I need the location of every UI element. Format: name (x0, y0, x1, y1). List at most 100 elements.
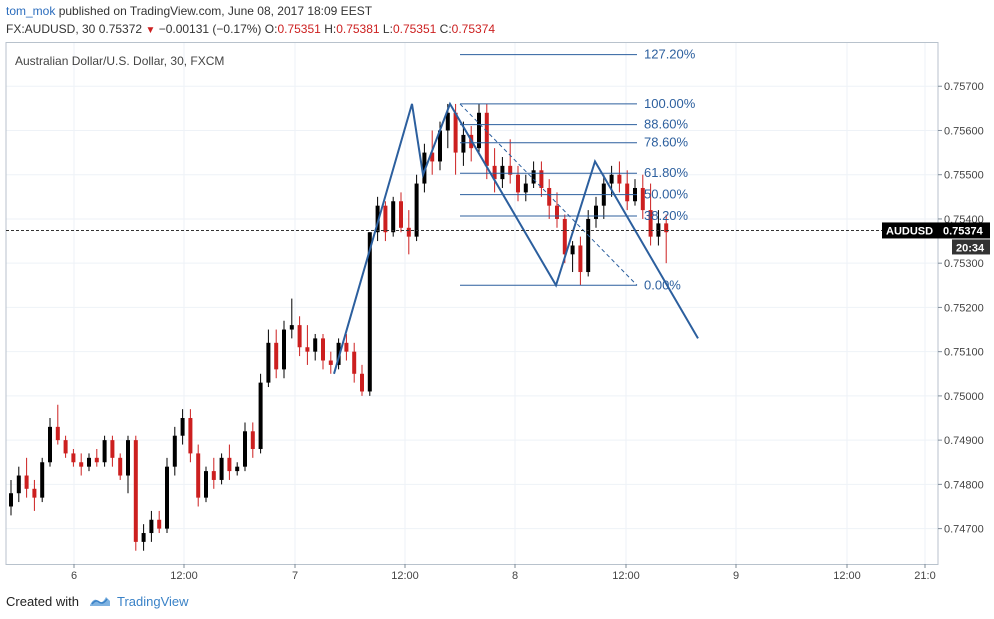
y-tick-label: 0.75300 (944, 258, 984, 270)
price-axis[interactable]: 0.757000.756000.755000.754000.753000.752… (938, 81, 984, 536)
candle-body (570, 245, 575, 255)
countdown-label: 20:34 (956, 242, 985, 254)
candle-body (313, 338, 318, 352)
candle-body (344, 342, 349, 352)
tradingview-link[interactable]: TradingView (117, 594, 189, 609)
candles (9, 103, 669, 551)
publish-line: tom_mok published on TradingView.com, Ju… (6, 4, 372, 18)
symbol-tag-label: AUDUSD (886, 225, 933, 237)
chart-header: tom_mok published on TradingView.com, Ju… (0, 0, 994, 42)
published-text: published on TradingView.com, June 08, 2… (58, 4, 373, 18)
x-tick-label: 9 (733, 570, 739, 582)
candle-body (438, 130, 442, 162)
candle-body (133, 440, 138, 542)
candle-body (477, 112, 481, 149)
fib-level-label: 100.00% (644, 96, 696, 111)
x-tick-label: 7 (292, 570, 298, 582)
candle-body (391, 201, 396, 233)
candle-body (24, 475, 29, 489)
price-chart[interactable]: Australian Dollar/U.S. Dollar, 30, FXCM … (0, 42, 994, 585)
candle-body (578, 245, 583, 273)
fib-level-label: 78.60% (644, 135, 689, 150)
change-text: −0.00131 (−0.17%) (158, 22, 262, 36)
candle-body (9, 493, 13, 507)
candle-body (149, 519, 154, 534)
candle-body (289, 325, 294, 330)
candle-body (258, 382, 263, 449)
candle-body (617, 174, 622, 184)
candle-body (547, 187, 552, 206)
candle-body (516, 174, 520, 193)
candle-body (16, 475, 21, 494)
candle-body (48, 426, 52, 463)
y-tick-label: 0.75600 (944, 125, 984, 137)
candle-body (640, 187, 645, 211)
candle-body (126, 440, 130, 476)
author-link[interactable]: tom_mok (6, 4, 56, 18)
candle-body (586, 218, 591, 273)
candle-body (235, 466, 240, 472)
candle-body (165, 466, 169, 529)
candle-body (219, 457, 224, 480)
chart-title: Australian Dollar/U.S. Dollar, 30, FXCM (15, 54, 224, 68)
x-tick-label: 21:0 (914, 570, 935, 582)
plot-frame (5, 42, 939, 565)
candle-body (594, 205, 598, 219)
x-tick-label: 12:00 (391, 570, 419, 582)
x-tick-label: 6 (71, 570, 77, 582)
candle-body (352, 351, 357, 374)
y-tick-label: 0.75200 (944, 302, 984, 314)
time-axis[interactable]: 6 12:00 7 12:00 8 12:00 9 12:00 21:0 (71, 564, 936, 582)
candle-body (243, 431, 247, 467)
x-tick-label: 12:00 (612, 570, 640, 582)
created-with-text: Created with (6, 594, 79, 609)
candle-body (282, 329, 286, 370)
fib-level-label: 61.80% (644, 165, 689, 180)
low-label: L: (382, 22, 393, 36)
y-tick-label: 0.74900 (944, 435, 984, 447)
candle-body (196, 453, 201, 498)
harmonic-pattern[interactable] (333, 101, 699, 375)
candle-body (180, 418, 185, 436)
fib-level-label: 0.00% (644, 277, 681, 292)
candle-body (321, 338, 325, 361)
fib-level-label: 38.20% (644, 208, 689, 223)
candle-body (422, 152, 427, 184)
y-tick-label: 0.74700 (944, 524, 984, 536)
price-tag-value: 0.75374 (943, 225, 984, 237)
candle-body (297, 325, 302, 348)
candle-body (609, 174, 614, 184)
candle-body (555, 205, 559, 219)
candle-body (79, 462, 84, 467)
grid (6, 42, 938, 564)
candle-body (32, 488, 37, 498)
candle-body (71, 453, 76, 463)
candle-body (492, 165, 497, 180)
y-tick-label: 0.75700 (944, 81, 984, 93)
open-label: O: (264, 22, 278, 36)
price-tag: AUDUSD 0.75374 20:34 (6, 222, 990, 255)
candle-body (102, 440, 107, 463)
candle-body (430, 152, 435, 162)
down-arrow-icon: ▼ (145, 25, 156, 36)
candle-body (445, 112, 450, 131)
tradingview-logo-icon[interactable] (88, 593, 112, 614)
candle-body (305, 347, 310, 352)
y-tick-label: 0.75000 (944, 391, 984, 403)
symbol-text: FX:AUDUSD, 30 (6, 22, 96, 36)
candle-body (188, 418, 193, 454)
candle-body (399, 201, 403, 228)
price-tag-bg (938, 222, 990, 239)
candle-body (118, 457, 123, 476)
candle-body (141, 533, 146, 542)
candle-body (648, 210, 653, 237)
candle-body (453, 112, 458, 153)
candle-body (360, 373, 364, 392)
y-tick-label: 0.75500 (944, 170, 984, 182)
high-label: H: (324, 22, 337, 36)
candle-body (227, 457, 232, 472)
candle-body (367, 232, 372, 392)
candle-body (531, 170, 536, 184)
fibonacci-retracement[interactable]: 127.20% 100.00% 88.60% 78.60% 61.80% 50.00% 38… (459, 47, 696, 293)
candle-body (87, 457, 91, 467)
